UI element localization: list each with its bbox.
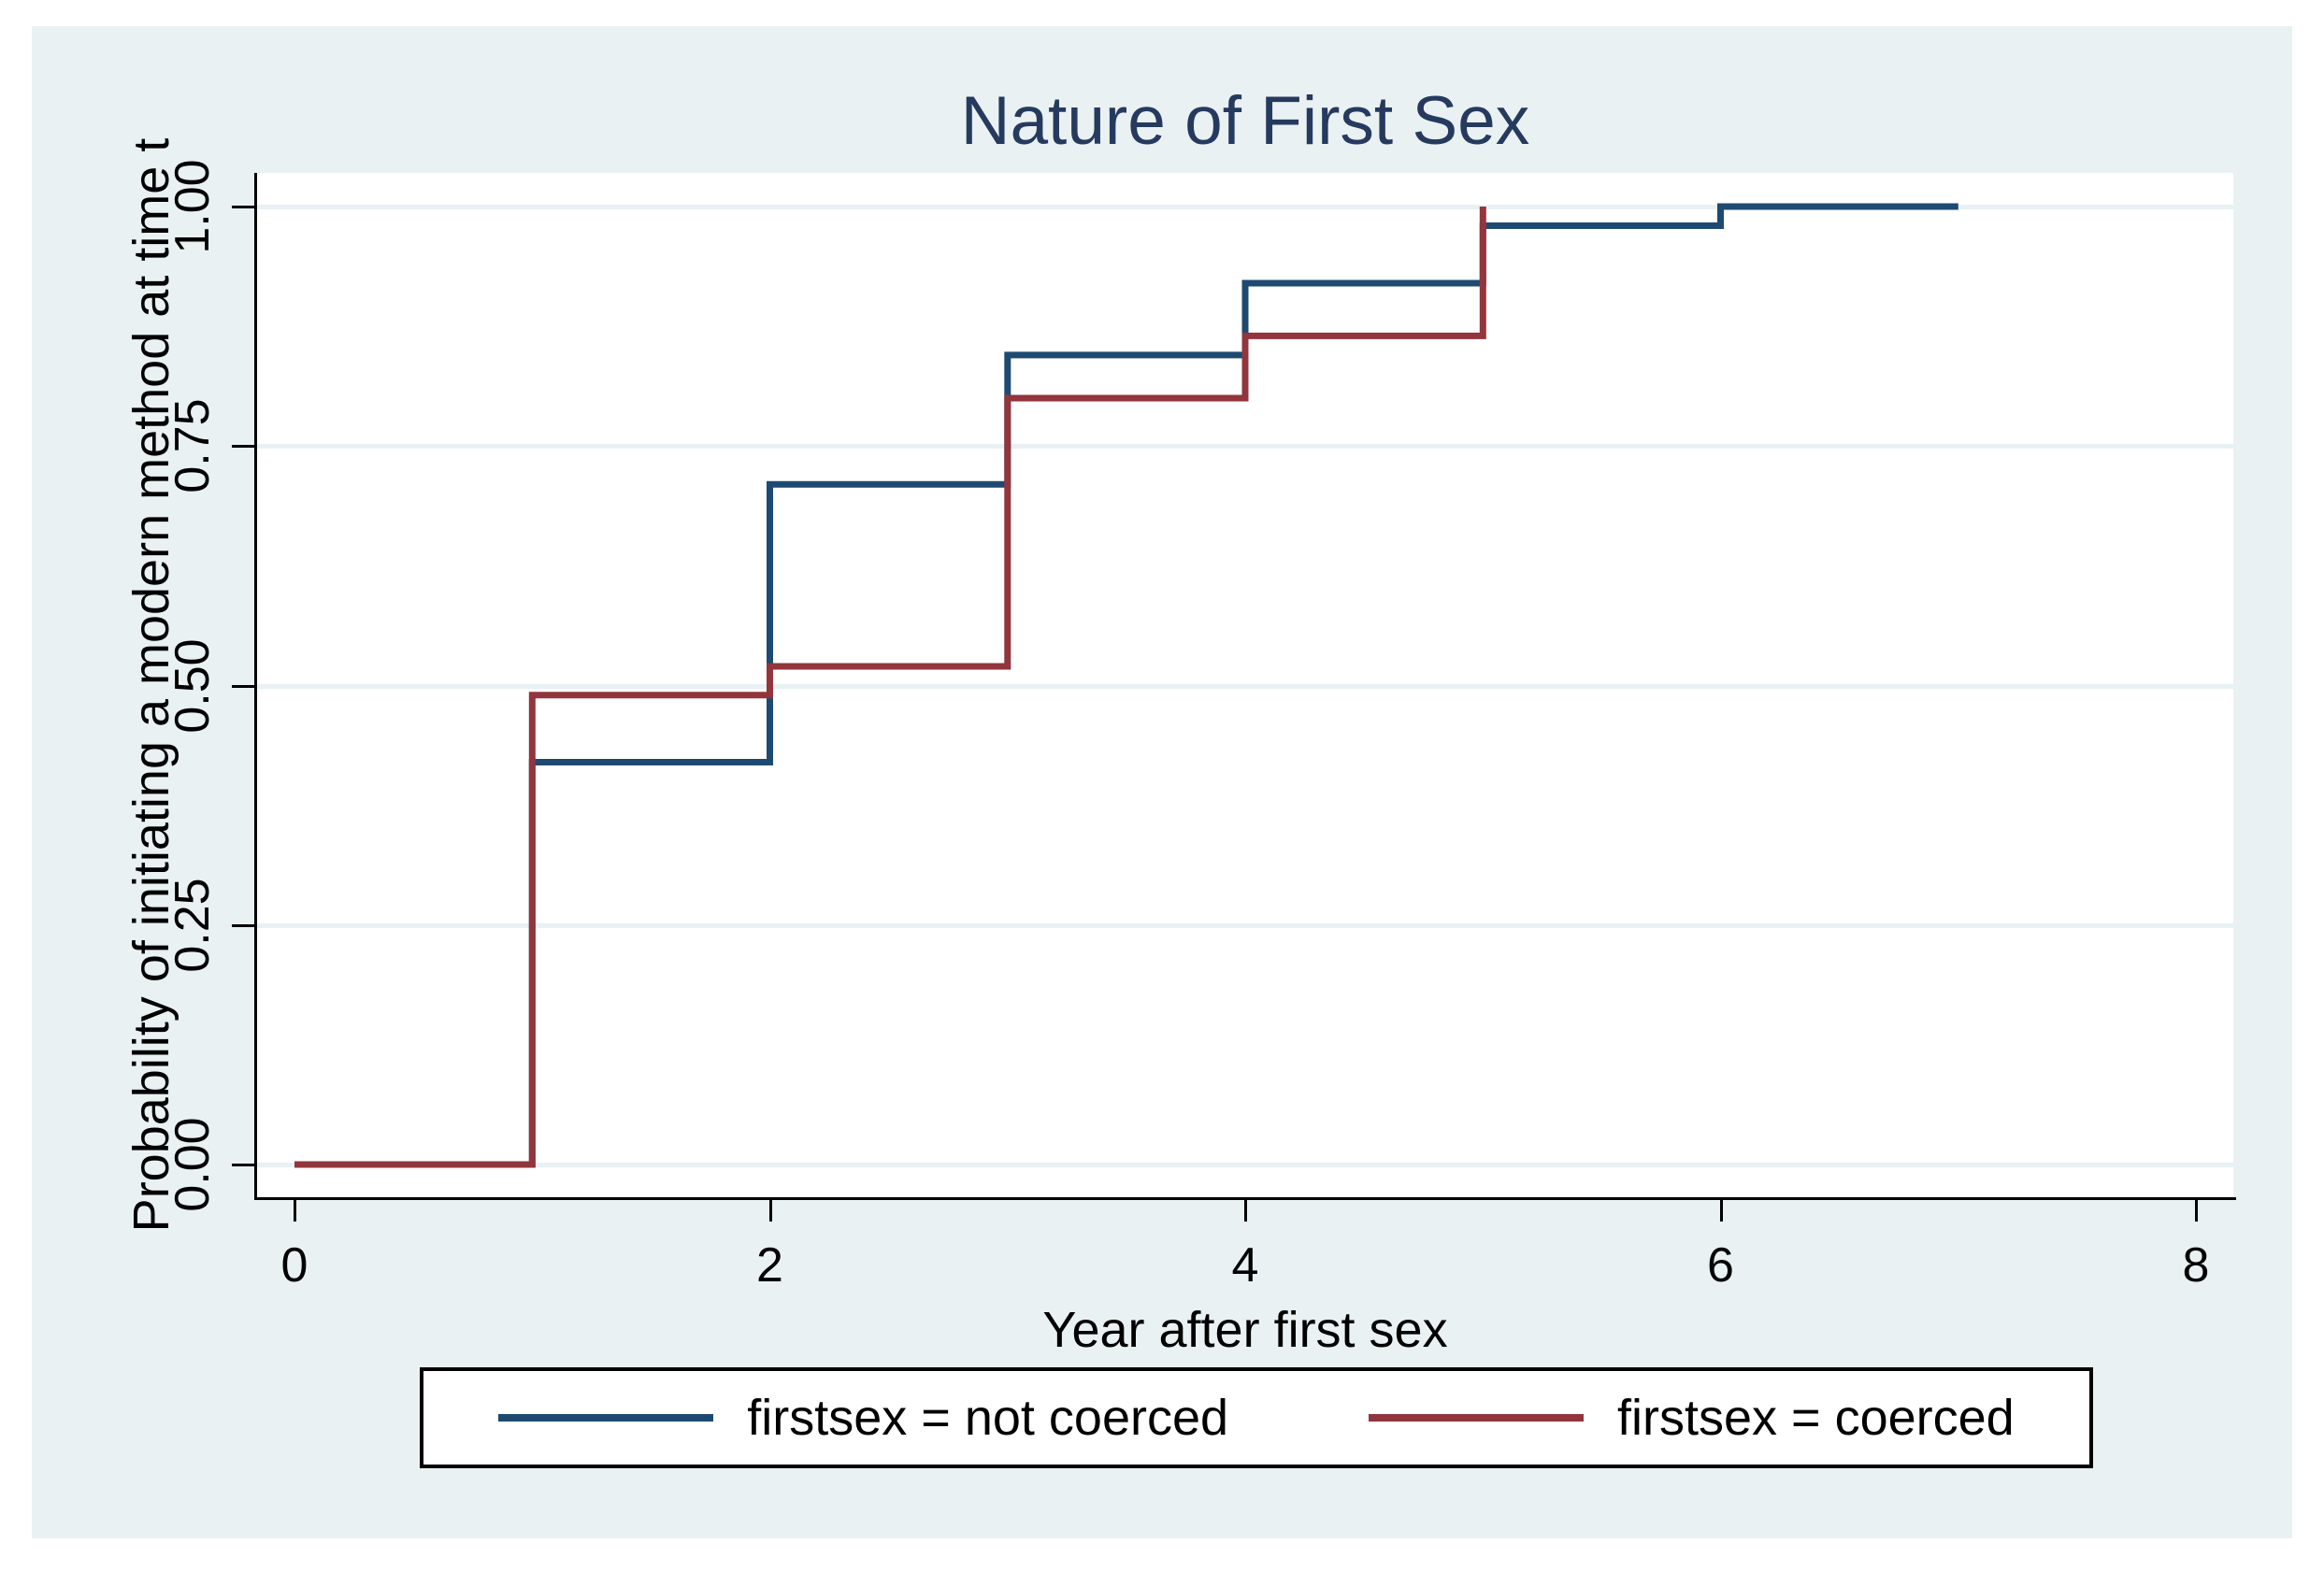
legend-item-not-coerced: firstsex = not coerced — [498, 1389, 1228, 1447]
gridline-0.00 — [257, 1163, 2233, 1167]
legend-label-not-coerced: firstsex = not coerced — [747, 1390, 1229, 1446]
x-axis-line — [254, 1197, 2236, 1200]
y-tick-1.00 — [232, 206, 257, 208]
legend-item-coerced: firstsex = coerced — [1369, 1389, 2015, 1447]
gridline-0.25 — [257, 922, 2233, 928]
x-tick-label-2: 2 — [756, 1238, 783, 1293]
x-axis-title: Year after first sex — [1042, 1302, 1448, 1358]
x-tick-label-4: 4 — [1231, 1238, 1259, 1293]
x-tick-label-8: 8 — [2182, 1238, 2210, 1293]
y-tick-0.00 — [232, 1164, 257, 1166]
y-tick-label-0.50: 0.50 — [165, 637, 220, 734]
gridline-0.50 — [257, 683, 2233, 689]
legend-swatch-not-coerced — [498, 1414, 714, 1422]
x-tick-6 — [1719, 1200, 1723, 1222]
x-tick-label-0: 0 — [280, 1238, 308, 1293]
y-tick-label-0.75: 0.75 — [165, 398, 220, 493]
series-line-coerced — [294, 207, 1486, 1168]
x-tick-2 — [768, 1200, 772, 1222]
y-tick-label-0.00: 0.00 — [165, 1117, 220, 1212]
x-tick-label-6: 6 — [1707, 1238, 1734, 1293]
x-tick-4 — [1244, 1200, 1247, 1222]
y-tick-label-1.00: 1.00 — [165, 159, 220, 254]
y-tick-0.75 — [232, 445, 257, 449]
legend-swatch-coerced — [1369, 1414, 1585, 1422]
series-line-not-coerced — [294, 203, 1958, 1168]
y-tick-0.25 — [232, 923, 257, 927]
legend-label-coerced: firstsex = coerced — [1617, 1390, 2015, 1446]
gridline-1.00 — [257, 205, 2233, 209]
plot-area — [257, 173, 2233, 1197]
chart-title: Nature of First Sex — [960, 83, 1530, 159]
x-tick-0 — [294, 1200, 296, 1222]
x-tick-8 — [2195, 1200, 2198, 1222]
y-tick-0.50 — [232, 684, 257, 688]
graph-canvas: Nature of First Sex Probability of initi… — [32, 26, 2292, 1538]
legend: firstsex = not coerced firstsex = coerce… — [420, 1367, 2093, 1468]
gridline-0.75 — [257, 444, 2233, 450]
series-plot — [294, 203, 1958, 1168]
y-tick-label-0.25: 0.25 — [165, 878, 220, 973]
